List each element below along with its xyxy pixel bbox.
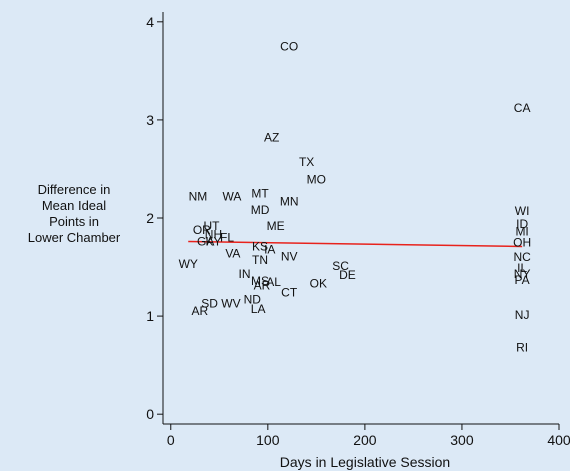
point-label-ar: AR — [192, 304, 209, 318]
point-label-in: IN — [239, 267, 251, 281]
point-label-mn: MN — [280, 194, 299, 208]
point-label-ut: UT — [204, 219, 221, 233]
point-label-or: OR — [193, 223, 211, 237]
x-tick-label: 0 — [167, 432, 175, 448]
point-label-ms: MS — [251, 274, 269, 288]
point-label-mo: MO — [307, 173, 326, 187]
point-label-mt: MT — [251, 186, 269, 200]
point-label-ok: OK — [310, 277, 327, 291]
axes: 0 1 2 3 4 0 100 200 300 400 — [146, 12, 570, 448]
point-label-ar: AR — [254, 279, 271, 293]
point-label-tx: TX — [299, 155, 314, 169]
point-label-ct: CT — [281, 286, 298, 300]
point-label-va: VA — [225, 246, 240, 260]
point-label-ia: IA — [264, 242, 275, 256]
point-label-wy: WY — [179, 257, 198, 271]
y-axis-label-line-3: Points in — [49, 214, 99, 229]
fit-line — [188, 240, 523, 248]
point-label-wv: WV — [221, 296, 240, 310]
point-label-wi: WI — [515, 204, 530, 218]
point-label-tn: TN — [252, 253, 268, 267]
x-tick-label: 100 — [256, 432, 280, 448]
point-label-il: IL — [517, 261, 527, 275]
point-label-pa: PA — [515, 273, 530, 287]
point-label-nm: NM — [189, 189, 208, 203]
point-label-md: MD — [251, 203, 270, 217]
point-label-ks: KS — [252, 239, 268, 253]
y-axis-label-line-2: Mean Ideal — [41, 198, 107, 213]
point-label-nc: NC — [513, 250, 531, 264]
point-label-sc: SC — [332, 259, 349, 273]
point-label-wa: WA — [222, 189, 241, 203]
y-tick-label: 2 — [146, 210, 154, 226]
point-label-nj: NJ — [515, 308, 530, 322]
x-axis-label: Days in Legislative Session — [280, 454, 450, 470]
point-label-de: DE — [339, 268, 356, 282]
point-label-nd: ND — [244, 292, 262, 306]
y-tick-label: 4 — [146, 14, 154, 30]
point-label-nv: NV — [281, 249, 298, 263]
point-label-mi: MI — [515, 225, 528, 239]
y-tick-label: 1 — [146, 308, 154, 324]
y-tick-label: 3 — [146, 112, 154, 128]
point-label-al: AL — [266, 275, 281, 289]
point-label-sd: SD — [201, 296, 218, 310]
x-tick-label: 200 — [353, 432, 377, 448]
point-label-oh: OH — [513, 236, 531, 250]
point-label-co: CO — [280, 39, 298, 53]
point-label-fl: FL — [220, 231, 234, 245]
point-label-ny: NY — [514, 267, 531, 281]
point-label-az: AZ — [264, 131, 279, 145]
x-tick-label: 300 — [450, 432, 474, 448]
point-label-la: LA — [251, 302, 266, 316]
y-axis-label-line-4: Lower Chamber — [27, 230, 121, 245]
point-label-ca: CA — [514, 101, 531, 115]
x-tick-label: 400 — [547, 432, 570, 448]
point-label-id: ID — [516, 217, 528, 231]
y-tick-label: 0 — [146, 406, 154, 422]
y-axis-label-line-1: Difference in — [37, 182, 111, 197]
point-label-ri: RI — [516, 340, 528, 354]
point-label-me: ME — [267, 219, 285, 233]
point-label-nh: NH — [205, 228, 222, 242]
point-label-ga: GA — [197, 235, 214, 249]
point-label-ky: KY — [205, 235, 221, 249]
fit-line-group — [188, 240, 523, 248]
